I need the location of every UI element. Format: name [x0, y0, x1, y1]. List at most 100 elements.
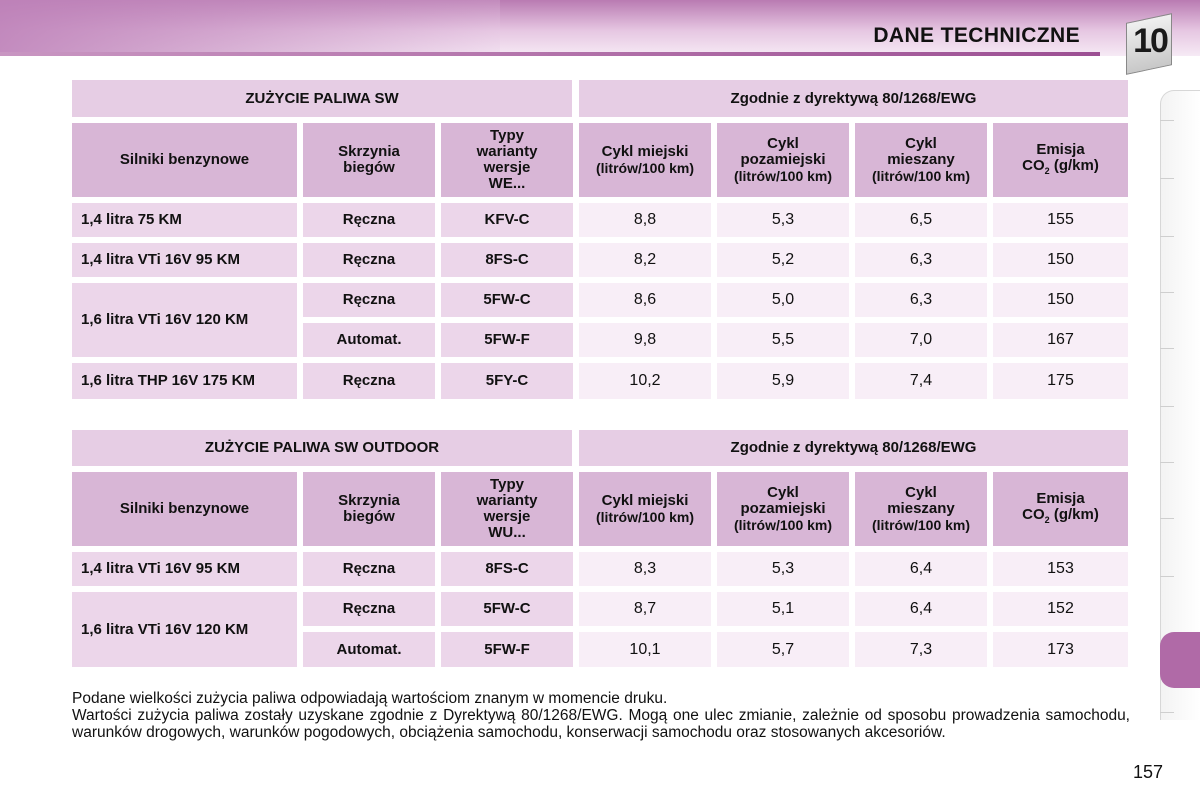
engine-label: 1,4 litra VTi 16V 95 KM [72, 552, 297, 586]
co2-value: 175 [993, 363, 1128, 399]
gearbox-value: Automat. [303, 323, 435, 357]
index-tabs-strip [1160, 90, 1200, 720]
extra-urban-value: 5,2 [717, 243, 849, 277]
urban-value: 10,2 [579, 363, 711, 399]
extra-urban-value: 5,9 [717, 363, 849, 399]
extra-urban-value: 5,5 [717, 323, 849, 357]
gearbox-value: Ręczna [303, 592, 435, 626]
unit-label: (litrów/100 km) [871, 517, 971, 533]
table-title: ZUŻYCIE PALIWA SW [72, 80, 572, 117]
gearbox-value: Ręczna [303, 243, 435, 277]
column-header-types: Typy warianty wersje WE... [441, 123, 573, 197]
engine-label: 1,4 litra 75 KM [72, 203, 297, 237]
index-tab-divider [1160, 292, 1174, 293]
column-header-co2: Emisja CO2 (g/km) [993, 123, 1128, 197]
co2-unit: (g/km) [1053, 156, 1099, 174]
type-value: 8FS-C [441, 243, 573, 277]
urban-value: 8,7 [579, 592, 711, 626]
chapter-title: DANE TECHNICZNE [873, 24, 1080, 47]
unit-label: (litrów/100 km) [871, 168, 971, 184]
chapter-number: 10 [1133, 22, 1169, 60]
unit-label: (litrów/100 km) [595, 509, 695, 525]
unit-label: (litrów/100 km) [595, 160, 695, 176]
combined-value: 6,4 [855, 592, 987, 626]
index-tab-divider [1160, 462, 1174, 463]
column-header-combined: Cykl mieszany (litrów/100 km) [855, 472, 987, 546]
urban-value: 8,2 [579, 243, 711, 277]
index-tab-divider [1160, 236, 1174, 237]
index-tab-divider [1160, 120, 1174, 121]
column-header-engines: Silniki benzynowe [72, 123, 297, 197]
emission-label: Emisja [1036, 140, 1085, 158]
column-header-combined: Cykl mieszany (litrów/100 km) [855, 123, 987, 197]
emission-label: Emisja [1036, 489, 1085, 507]
header-band: DANE TECHNICZNE [0, 0, 1200, 56]
extra-urban-value: 5,3 [717, 203, 849, 237]
combined-value: 6,4 [855, 552, 987, 586]
extra-urban-value: 5,1 [717, 592, 849, 626]
column-header-types: Typy warianty wersje WU... [441, 472, 573, 546]
urban-label: Cykl miejski [601, 492, 689, 509]
engine-label: 1,4 litra VTi 16V 95 KM [72, 243, 297, 277]
engine-label: 1,6 litra VTi 16V 120 KM [72, 592, 297, 667]
index-tab-divider [1160, 178, 1174, 179]
gearbox-value: Ręczna [303, 363, 435, 399]
column-header-gearbox: Skrzynia biegów [303, 472, 435, 546]
type-value: 5FW-F [441, 632, 573, 667]
type-value: 5FW-C [441, 283, 573, 317]
co2-value: 167 [993, 323, 1128, 357]
index-tab-divider [1160, 576, 1174, 577]
footnote-line-1: Podane wielkości zużycia paliwa odpowiad… [72, 690, 668, 707]
co2-value: 155 [993, 203, 1128, 237]
index-tab-divider [1160, 348, 1174, 349]
type-value: 5FW-C [441, 592, 573, 626]
page-number: 157 [1133, 762, 1164, 782]
type-value: KFV-C [441, 203, 573, 237]
combined-label: Cykl mieszany [887, 135, 955, 168]
index-tab-divider [1160, 518, 1174, 519]
footnote-line-2: Wartości zużycia paliwa zostały uzyskane… [72, 707, 1130, 741]
table-title: ZUŻYCIE PALIWA SW OUTDOOR [72, 430, 572, 466]
column-header-urban: Cykl miejski (litrów/100 km) [579, 123, 711, 197]
footnote: Podane wielkości zużycia paliwa odpowiad… [72, 690, 1130, 741]
column-header-engines: Silniki benzynowe [72, 472, 297, 546]
index-tab-active[interactable] [1160, 632, 1200, 688]
column-header-urban: Cykl miejski (litrów/100 km) [579, 472, 711, 546]
gearbox-value: Ręczna [303, 283, 435, 317]
type-value: 8FS-C [441, 552, 573, 586]
engine-label: 1,6 litra VTi 16V 120 KM [72, 283, 297, 357]
co2-label: CO2 (g/km) [1022, 156, 1099, 179]
unit-label: (litrów/100 km) [733, 517, 833, 533]
gearbox-value: Ręczna [303, 203, 435, 237]
combined-value: 7,4 [855, 363, 987, 399]
co2-value: 150 [993, 283, 1128, 317]
type-value: 5FW-F [441, 323, 573, 357]
header-gradient [0, 0, 500, 56]
co2-text: CO [1022, 505, 1045, 523]
co2-value: 152 [993, 592, 1128, 626]
urban-value: 8,3 [579, 552, 711, 586]
extra-urban-label: Cykl pozamiejski [740, 484, 826, 517]
extra-urban-value: 5,0 [717, 283, 849, 317]
co2-value: 153 [993, 552, 1128, 586]
combined-label: Cykl mieszany [887, 484, 955, 517]
extra-urban-label: Cykl pozamiejski [740, 135, 826, 168]
header-rule [0, 52, 1100, 56]
co2-text: CO [1022, 156, 1045, 174]
combined-value: 6,5 [855, 203, 987, 237]
co2-label: CO2 (g/km) [1022, 505, 1099, 528]
extra-urban-value: 5,3 [717, 552, 849, 586]
combined-value: 7,3 [855, 632, 987, 667]
urban-label: Cykl miejski [601, 143, 689, 160]
index-tab-divider [1160, 406, 1174, 407]
column-header-extra-urban: Cykl pozamiejski (litrów/100 km) [717, 123, 849, 197]
combined-value: 6,3 [855, 283, 987, 317]
co2-subscript: 2 [1044, 165, 1050, 176]
column-header-extra-urban: Cykl pozamiejski (litrów/100 km) [717, 472, 849, 546]
co2-value: 150 [993, 243, 1128, 277]
column-header-gearbox: Skrzynia biegów [303, 123, 435, 197]
directive-header: Zgodnie z dyrektywą 80/1268/EWG [579, 430, 1128, 466]
co2-subscript: 2 [1044, 514, 1050, 525]
urban-value: 8,6 [579, 283, 711, 317]
index-tab-divider [1160, 712, 1174, 713]
